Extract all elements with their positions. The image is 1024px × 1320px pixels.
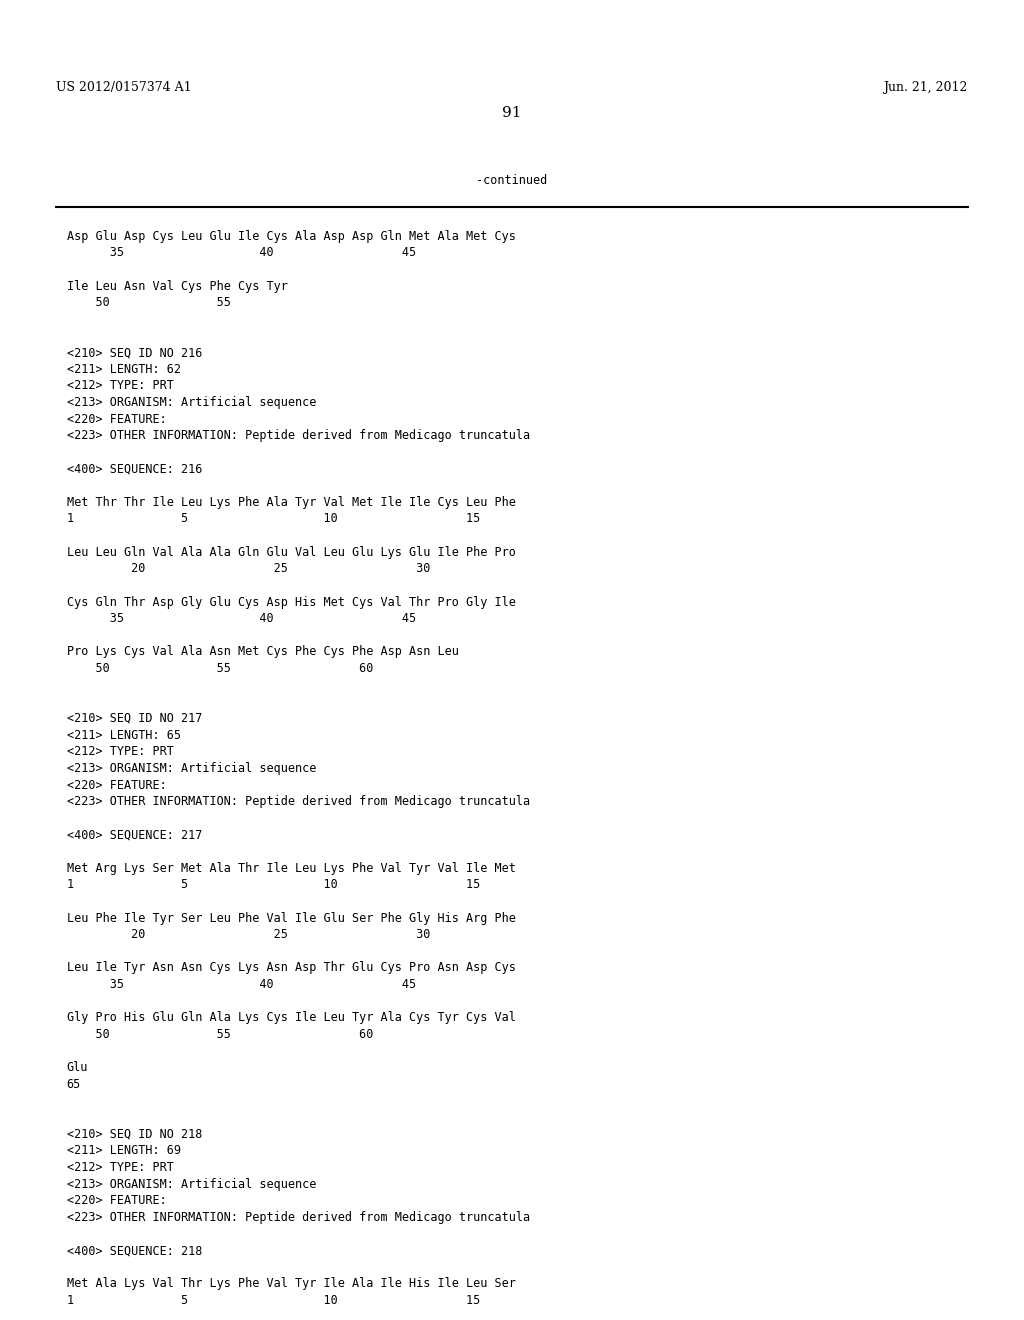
Text: Jun. 21, 2012: Jun. 21, 2012 [884,81,968,94]
Text: <213> ORGANISM: Artificial sequence: <213> ORGANISM: Artificial sequence [67,396,316,409]
Text: <220> FEATURE:: <220> FEATURE: [67,413,166,425]
Text: Met Arg Lys Ser Met Ala Thr Ile Leu Lys Phe Val Tyr Val Ile Met: Met Arg Lys Ser Met Ala Thr Ile Leu Lys … [67,862,515,875]
Text: <213> ORGANISM: Artificial sequence: <213> ORGANISM: Artificial sequence [67,762,316,775]
Text: US 2012/0157374 A1: US 2012/0157374 A1 [56,81,191,94]
Text: <220> FEATURE:: <220> FEATURE: [67,1195,166,1208]
Text: Ile Leu Asn Val Cys Phe Cys Tyr: Ile Leu Asn Val Cys Phe Cys Tyr [67,280,288,293]
Text: Asp Glu Asp Cys Leu Glu Ile Cys Ala Asp Asp Gln Met Ala Met Cys: Asp Glu Asp Cys Leu Glu Ile Cys Ala Asp … [67,230,515,243]
Text: <400> SEQUENCE: 217: <400> SEQUENCE: 217 [67,829,202,841]
Text: 1               5                   10                  15: 1 5 10 15 [67,1294,480,1307]
Text: Pro Lys Cys Val Ala Asn Met Cys Phe Cys Phe Asp Asn Leu: Pro Lys Cys Val Ala Asn Met Cys Phe Cys … [67,645,459,659]
Text: 50               55                  60: 50 55 60 [67,663,373,675]
Text: <223> OTHER INFORMATION: Peptide derived from Medicago truncatula: <223> OTHER INFORMATION: Peptide derived… [67,429,529,442]
Text: 1               5                   10                  15: 1 5 10 15 [67,512,480,525]
Text: 65: 65 [67,1078,81,1090]
Text: Leu Ile Tyr Asn Asn Cys Lys Asn Asp Thr Glu Cys Pro Asn Asp Cys: Leu Ile Tyr Asn Asn Cys Lys Asn Asp Thr … [67,961,515,974]
Text: <211> LENGTH: 69: <211> LENGTH: 69 [67,1144,180,1158]
Text: Met Thr Thr Ile Leu Lys Phe Ala Tyr Val Met Ile Ile Cys Leu Phe: Met Thr Thr Ile Leu Lys Phe Ala Tyr Val … [67,496,515,508]
Text: <400> SEQUENCE: 218: <400> SEQUENCE: 218 [67,1245,202,1257]
Text: <223> OTHER INFORMATION: Peptide derived from Medicago truncatula: <223> OTHER INFORMATION: Peptide derived… [67,1210,529,1224]
Text: 20                  25                  30: 20 25 30 [67,928,430,941]
Text: 35                   40                  45: 35 40 45 [67,612,416,626]
Text: Met Ala Lys Val Thr Lys Phe Val Tyr Ile Ala Ile His Ile Leu Ser: Met Ala Lys Val Thr Lys Phe Val Tyr Ile … [67,1278,515,1291]
Text: -continued: -continued [476,174,548,187]
Text: Gly Pro His Glu Gln Ala Lys Cys Ile Leu Tyr Ala Cys Tyr Cys Val: Gly Pro His Glu Gln Ala Lys Cys Ile Leu … [67,1011,515,1024]
Text: 35                   40                  45: 35 40 45 [67,247,416,259]
Text: Leu Leu Gln Val Ala Ala Gln Glu Val Leu Glu Lys Glu Ile Phe Pro: Leu Leu Gln Val Ala Ala Gln Glu Val Leu … [67,545,515,558]
Text: Glu: Glu [67,1061,88,1074]
Text: <213> ORGANISM: Artificial sequence: <213> ORGANISM: Artificial sequence [67,1177,316,1191]
Text: <211> LENGTH: 65: <211> LENGTH: 65 [67,729,180,742]
Text: <210> SEQ ID NO 218: <210> SEQ ID NO 218 [67,1127,202,1140]
Text: 20                  25                  30: 20 25 30 [67,562,430,576]
Text: 50               55                  60: 50 55 60 [67,1028,373,1041]
Text: 35                   40                  45: 35 40 45 [67,978,416,991]
Text: Leu Phe Ile Tyr Ser Leu Phe Val Ile Glu Ser Phe Gly His Arg Phe: Leu Phe Ile Tyr Ser Leu Phe Val Ile Glu … [67,912,515,924]
Text: <211> LENGTH: 62: <211> LENGTH: 62 [67,363,180,376]
Text: <220> FEATURE:: <220> FEATURE: [67,779,166,792]
Text: 50               55: 50 55 [67,296,230,309]
Text: <210> SEQ ID NO 216: <210> SEQ ID NO 216 [67,346,202,359]
Text: <212> TYPE: PRT: <212> TYPE: PRT [67,746,173,758]
Text: <212> TYPE: PRT: <212> TYPE: PRT [67,379,173,392]
Text: <223> OTHER INFORMATION: Peptide derived from Medicago truncatula: <223> OTHER INFORMATION: Peptide derived… [67,795,529,808]
Text: 91: 91 [502,106,522,120]
Text: <400> SEQUENCE: 216: <400> SEQUENCE: 216 [67,462,202,475]
Text: <212> TYPE: PRT: <212> TYPE: PRT [67,1162,173,1173]
Text: <210> SEQ ID NO 217: <210> SEQ ID NO 217 [67,711,202,725]
Text: 1               5                   10                  15: 1 5 10 15 [67,878,480,891]
Text: Cys Gln Thr Asp Gly Glu Cys Asp His Met Cys Val Thr Pro Gly Ile: Cys Gln Thr Asp Gly Glu Cys Asp His Met … [67,595,515,609]
